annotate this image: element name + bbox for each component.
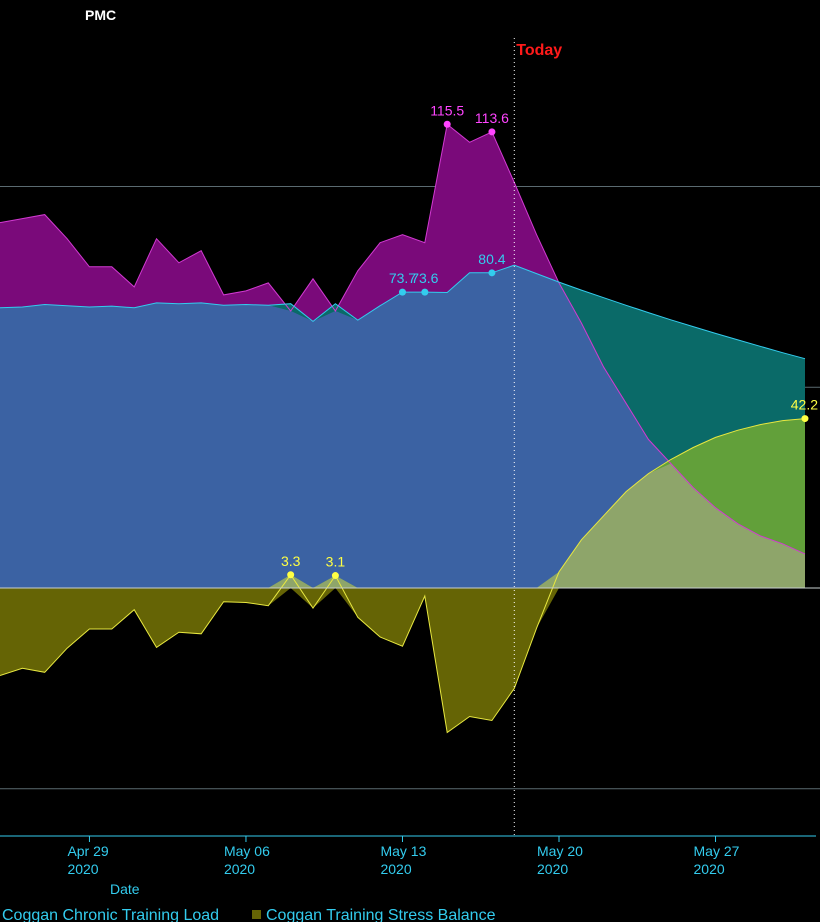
data-point <box>488 269 496 277</box>
overlap-area-chronic-above-acute <box>0 265 805 554</box>
data-point-markers: 115.5 113.6 73.773.6 80.4 3.3 3.1 42.2 <box>281 102 818 580</box>
x-axis-label: Date <box>110 881 140 897</box>
series-line-0 <box>0 123 806 555</box>
chart-title: PMC <box>85 7 116 23</box>
today-label: Today <box>516 42 562 59</box>
data-point <box>287 571 295 579</box>
data-label: 3.3 <box>281 553 301 569</box>
data-point <box>421 288 429 296</box>
x-tick-label: May 06 <box>224 843 270 859</box>
x-tick-label: May 20 <box>537 843 583 859</box>
x-tick-year: 2020 <box>380 861 411 877</box>
data-label: 73.6 <box>411 270 438 286</box>
legend-entry-label: Coggan Chronic Training Load <box>2 907 219 922</box>
data-label: 115.5 <box>430 102 464 118</box>
overlap-area-tsb-under-acute <box>0 463 805 588</box>
overlap-area-chronic-base <box>0 265 805 588</box>
x-tick-label: Apr 29 <box>67 843 108 859</box>
x-tick-label: May 27 <box>694 843 740 859</box>
data-label: 42.2 <box>791 397 818 413</box>
data-point <box>488 128 496 136</box>
legend-entry-label: Coggan Training Stress Balance <box>266 907 496 922</box>
data-point <box>331 572 339 580</box>
data-label: 113.6 <box>475 110 509 126</box>
data-label: 3.1 <box>326 554 346 570</box>
x-tick-label: May 13 <box>380 843 426 859</box>
x-tick-year: 2020 <box>224 861 255 877</box>
legend-swatch <box>252 910 261 919</box>
data-point <box>398 288 406 296</box>
series-areas <box>0 124 805 733</box>
data-label: 80.4 <box>478 251 505 267</box>
data-point <box>443 120 451 128</box>
today-marker: Today <box>513 38 562 836</box>
x-tick-year: 2020 <box>67 861 98 877</box>
x-tick-year: 2020 <box>537 861 568 877</box>
series-line-2 <box>0 418 806 734</box>
x-tick-year: 2020 <box>694 861 725 877</box>
data-point <box>801 415 809 423</box>
legend: Coggan Chronic Training Load Coggan Train… <box>2 907 496 922</box>
x-axis: Apr 29 2020 May 06 2020 May 13 2020 May 20 2020… <box>0 835 816 877</box>
data-label: 73.7 <box>389 270 416 286</box>
overlap-area-tsb-negative <box>0 588 805 733</box>
